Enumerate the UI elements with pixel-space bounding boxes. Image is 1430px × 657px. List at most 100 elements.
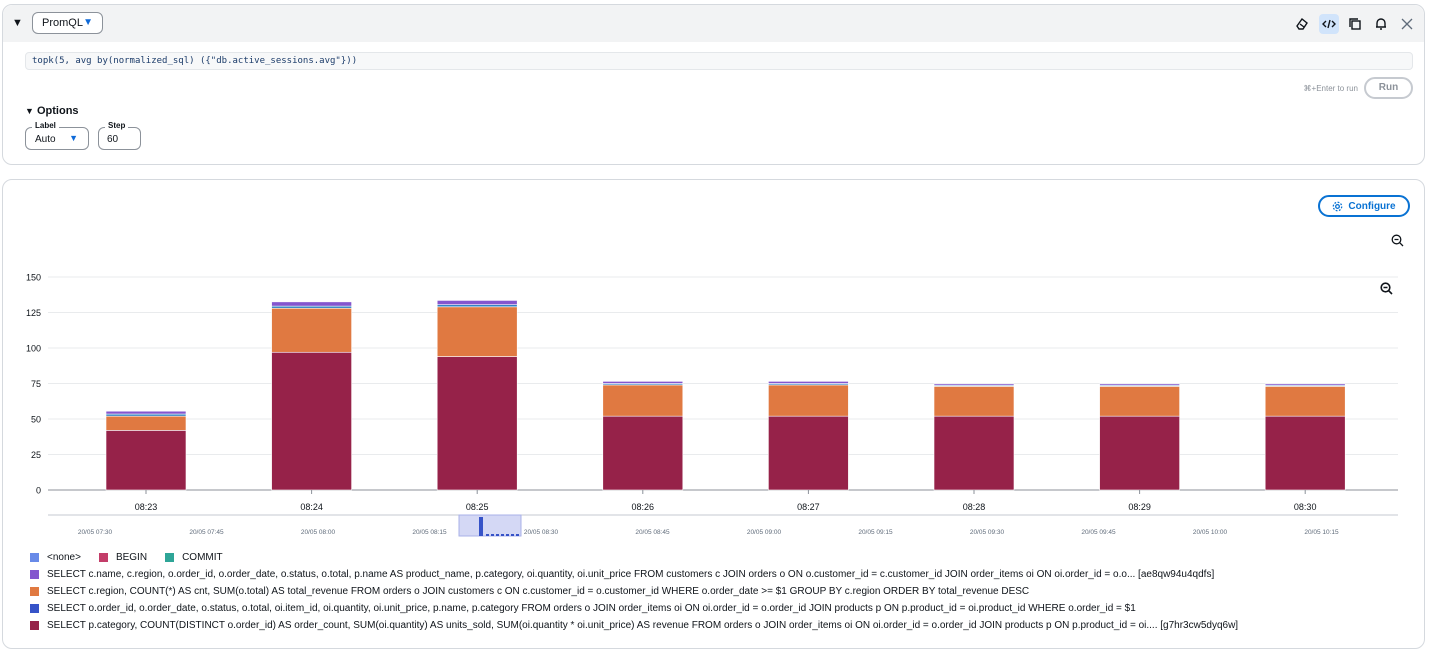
- y-tick-label: 50: [31, 415, 41, 425]
- legend-label: SELECT p.category, COUNT(DISTINCT o.orde…: [47, 620, 1239, 631]
- x-tick-label: 08:23: [135, 502, 158, 512]
- y-tick-label: 100: [26, 344, 41, 354]
- navigator-tick-label: 20/05 07:30: [78, 529, 113, 536]
- bar-segment: [768, 415, 849, 491]
- legend-item-query-1[interactable]: SELECT c.name, c.region, o.order_id, o.o…: [30, 569, 1214, 580]
- navigator-tick-label: 20/05 09:15: [858, 529, 893, 536]
- zoom-out-icon[interactable]: [1391, 234, 1404, 252]
- legend-swatch: [98, 553, 108, 562]
- bar-segment: [436, 306, 518, 357]
- chevron-down-icon: ▼: [69, 133, 78, 143]
- bar-segment: [105, 413, 187, 417]
- legend-label: COMMIT: [182, 552, 223, 563]
- code-icon[interactable]: [1319, 14, 1339, 34]
- step-field-label: Step: [105, 121, 129, 130]
- query-language-select[interactable]: PromQL ▼: [32, 12, 103, 34]
- options-toggle[interactable]: ▼ Options: [25, 105, 79, 117]
- query-header: ▼ PromQL ▼: [3, 5, 1424, 42]
- bar-segment: [933, 415, 1015, 491]
- legend-item-query-4[interactable]: SELECT p.category, COUNT(DISTINCT o.orde…: [30, 620, 1238, 631]
- run-hint: ⌘+Enter to run: [1303, 84, 1358, 93]
- legend-top-row: <none> BEGIN COMMIT: [30, 552, 241, 563]
- label-field-value: Auto: [35, 134, 56, 145]
- legend-label: SELECT c.name, c.region, o.order_id, o.o…: [47, 569, 1215, 580]
- legend-label: <none>: [47, 552, 81, 563]
- bar-segment: [436, 304, 518, 308]
- navigator-tick-label: 20/05 08:00: [301, 529, 336, 536]
- bar-segment: [1264, 383, 1346, 386]
- y-tick-label: 25: [31, 450, 41, 460]
- y-tick-label: 0: [36, 486, 41, 496]
- navigator-tick-label: 20/05 09:00: [747, 529, 782, 536]
- x-tick-label: 08:29: [1128, 502, 1151, 512]
- close-icon[interactable]: [1397, 14, 1417, 34]
- bar-segment: [271, 351, 352, 491]
- navigator-selection: [458, 514, 522, 537]
- bar-segment: [105, 415, 187, 431]
- navigator-tick-label: 20/05 09:30: [970, 529, 1005, 536]
- legend-label: BEGIN: [115, 552, 148, 563]
- legend-item-query-3[interactable]: SELECT o.order_id, o.order_date, o.statu…: [30, 603, 1136, 614]
- chart-panel: Configure: [2, 179, 1425, 649]
- legend-swatch: [30, 570, 39, 579]
- zoom-out-chart-icon[interactable]: [1380, 282, 1393, 300]
- bar-segment: [271, 305, 352, 309]
- bar-segment: [105, 430, 187, 491]
- x-tick-label: 08:24: [300, 502, 323, 512]
- bar-segment: [602, 384, 684, 417]
- navigator-handle: [479, 517, 483, 536]
- eraser-icon[interactable]: [1292, 14, 1312, 34]
- bar-segment: [1099, 383, 1180, 386]
- bar-segment: [105, 410, 187, 415]
- y-tick-label: 125: [26, 308, 41, 318]
- query-editor[interactable]: topk(5, avg by(normalized_sql) ({"db.act…: [25, 52, 1413, 70]
- legend-item-none[interactable]: <none>: [30, 552, 81, 563]
- bar-segment: [271, 307, 352, 353]
- bell-icon[interactable]: [1371, 14, 1391, 34]
- step-input[interactable]: Step 60: [98, 121, 141, 150]
- copy-icon[interactable]: [1345, 14, 1365, 34]
- bar-segment: [602, 415, 684, 491]
- gear-icon: [1333, 201, 1343, 211]
- query-text: topk(5, avg by(normalized_sql) ({"db.act…: [32, 56, 358, 66]
- legend-label: SELECT o.order_id, o.order_date, o.statu…: [47, 603, 1136, 614]
- navigator-tick-label: 20/05 10:00: [1193, 529, 1228, 536]
- x-tick-label: 08:25: [466, 502, 489, 512]
- bar-segment: [602, 381, 684, 384]
- query-language-value: PromQL: [42, 17, 83, 29]
- run-button[interactable]: Run: [1364, 77, 1413, 99]
- options-label: Options: [36, 105, 79, 117]
- x-tick-label: 08:27: [797, 502, 820, 512]
- legend-swatch: [30, 604, 39, 613]
- step-field-value: 60: [107, 134, 119, 145]
- chevron-down-icon: ▼: [83, 17, 93, 28]
- legend-swatch: [30, 553, 39, 562]
- x-tick-label: 08:30: [1294, 502, 1317, 512]
- bar-segment: [1099, 386, 1180, 417]
- configure-label: Configure: [1348, 200, 1396, 212]
- legend-swatch: [30, 587, 39, 596]
- x-tick-label: 08:28: [963, 502, 986, 512]
- navigator-tick-label: 20/05 07:45: [189, 529, 224, 536]
- bar-segment: [933, 383, 1015, 386]
- legend-swatch: [30, 621, 39, 630]
- label-field-label: Label: [32, 121, 59, 130]
- bar-segment: [436, 300, 518, 305]
- collapse-query-icon[interactable]: ▼: [12, 17, 23, 29]
- navigator-tick-label: 20/05 10:15: [1304, 529, 1339, 536]
- bar-segment: [436, 356, 518, 491]
- y-tick-label: 150: [26, 273, 41, 283]
- bar-segment: [1264, 415, 1346, 491]
- configure-button[interactable]: Configure: [1318, 195, 1410, 217]
- legend-item-commit[interactable]: COMMIT: [165, 552, 223, 563]
- legend-item-query-2[interactable]: SELECT c.region, COUNT(*) AS cnt, SUM(o.…: [30, 586, 1029, 597]
- label-select[interactable]: Label Auto ▼: [25, 121, 89, 150]
- x-tick-label: 08:26: [632, 502, 655, 512]
- bar-segment: [1099, 415, 1180, 491]
- y-tick-label: 75: [31, 379, 41, 389]
- navigator-tick-label: 20/05 08:30: [524, 529, 559, 536]
- bar-segment: [271, 301, 352, 307]
- legend-item-begin[interactable]: BEGIN: [98, 552, 148, 563]
- bar-segment: [933, 386, 1015, 417]
